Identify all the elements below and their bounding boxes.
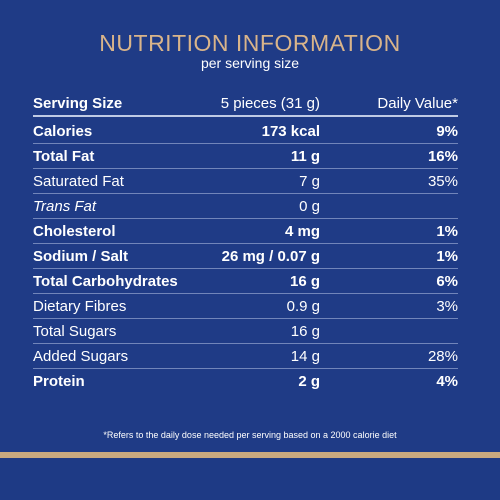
nutrient-amount: 0 g [299, 197, 320, 215]
nutrient-daily-value: 6% [436, 272, 458, 290]
nutrient-name: Added Sugars [33, 347, 129, 365]
footnote: *Refers to the daily dose needed per ser… [103, 430, 397, 440]
table-header-row: Serving Size 5 pieces (31 g) Daily Value… [33, 92, 458, 117]
table-row: Total Sugars 16 g [33, 319, 458, 344]
table-row: Total Fat 11 g 16% [33, 144, 458, 169]
nutrient-daily-value: 35% [427, 172, 458, 190]
nutrient-amount: 16 g [289, 272, 320, 290]
nutrition-table: Serving Size 5 pieces (31 g) Daily Value… [33, 92, 458, 394]
decorative-bottom-band [0, 458, 500, 500]
nutrient-name: Sodium / Salt [33, 247, 129, 265]
nutrient-amount: 7 g [299, 172, 320, 190]
nutrient-amount: 0.9 g [286, 297, 320, 315]
nutrient-amount: 14 g [290, 347, 320, 365]
nutrient-amount: 173 kcal [261, 122, 320, 140]
table-row: Cholesterol 4 mg 1% [33, 219, 458, 244]
nutrient-name: Total Fat [33, 147, 95, 165]
nutrient-name: Total Sugars [33, 322, 117, 340]
table-row: Saturated Fat 7 g 35% [33, 169, 458, 194]
nutrient-name: Saturated Fat [33, 172, 124, 190]
nutrient-daily-value: 3% [436, 297, 458, 315]
nutrient-amount: 11 g [290, 147, 320, 165]
nutrient-amount: 2 g [298, 373, 320, 390]
nutrient-name: Total Carbohydrates [33, 272, 178, 290]
table-row: Total Carbohydrates 16 g 6% [33, 269, 458, 294]
nutrient-daily-value: 4% [436, 373, 458, 390]
table-row: Added Sugars 14 g 28% [33, 344, 458, 369]
nutrient-name: Dietary Fibres [33, 297, 127, 315]
nutrient-daily-value: 1% [436, 222, 458, 240]
nutrient-amount: 4 mg [284, 222, 320, 240]
header-serving-size-value: 5 pieces (31 g) [220, 95, 320, 112]
nutrient-amount: 16 g [290, 322, 320, 340]
table-row: Trans Fat 0 g [33, 194, 458, 219]
nutrient-daily-value: 28% [427, 347, 458, 365]
nutrient-name: Cholesterol [33, 222, 116, 240]
nutrient-daily-value: 1% [436, 247, 458, 265]
nutrient-name-italic: Trans Fat [33, 197, 97, 215]
nutrient-amount: 26 mg / 0.07 g [221, 247, 320, 265]
decorative-gold-band [0, 452, 500, 458]
nutrient-daily-value: 9% [436, 122, 458, 140]
nutrient-name: Trans Fat [33, 198, 188, 215]
table-row: Protein 2 g 4% [33, 369, 458, 394]
nutrient-daily-value: 16% [427, 147, 458, 165]
table-row: Dietary Fibres 0.9 g 3% [33, 294, 458, 319]
header-daily-value-label: Daily Value* [377, 95, 458, 112]
nutrient-name: Calories [33, 122, 93, 140]
table-row: Calories 173 kcal 9% [33, 119, 458, 144]
page-subtitle: per serving size [200, 55, 300, 71]
page-title: NUTRITION INFORMATION [99, 30, 401, 56]
nutrient-name: Protein [33, 373, 85, 390]
table-row: Sodium / Salt 26 mg / 0.07 g 1% [33, 244, 458, 269]
header-serving-size-label: Serving Size [33, 95, 123, 112]
